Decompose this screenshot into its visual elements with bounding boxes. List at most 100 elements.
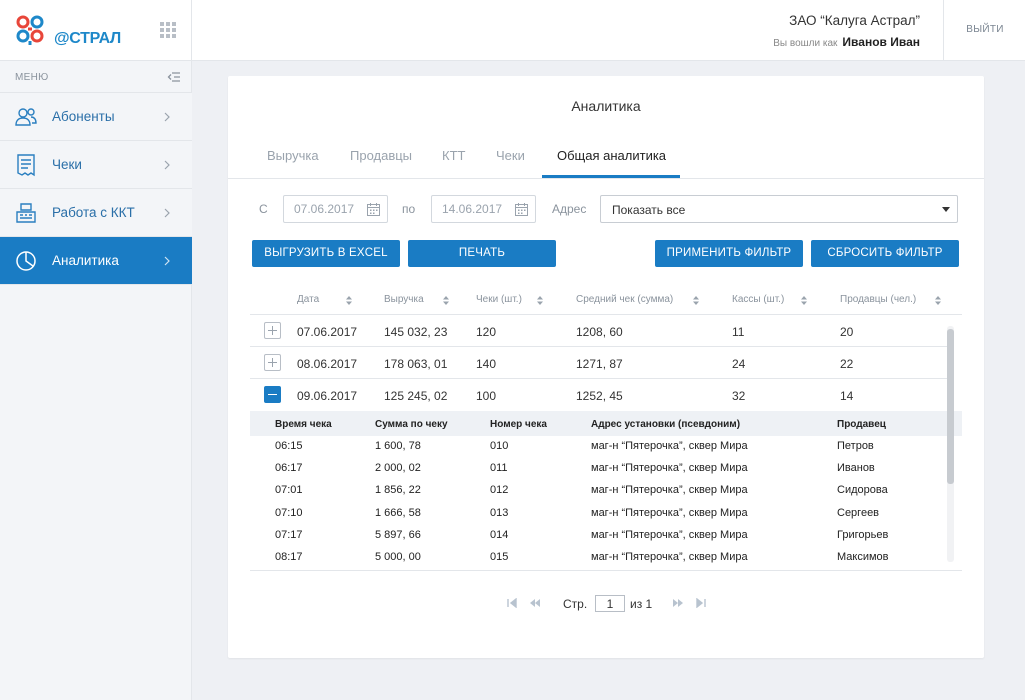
sub-cell-sum: 1 856, 22: [375, 484, 421, 496]
cell-kkt: 11: [732, 325, 745, 339]
sidebar-item-subscribers[interactable]: Абоненты: [0, 93, 192, 141]
tab-checks[interactable]: Чеки: [496, 148, 525, 163]
logged-in-info: Вы вошли как Иванов Иван: [773, 35, 920, 49]
reset-filter-button[interactable]: СБРОСИТЬ ФИЛЬТР: [811, 240, 959, 267]
page-number-input[interactable]: [595, 595, 625, 612]
apply-filter-button[interactable]: ПРИМЕНИТЬ ФИЛЬТР: [655, 240, 803, 267]
caret-down-icon: [942, 207, 950, 212]
sub-cell-sum: 2 000, 02: [375, 462, 421, 474]
menu-label: МЕНЮ: [15, 72, 49, 83]
sub-cell-seller: Сидорова: [837, 484, 888, 496]
sidebar-item-label: Чеки: [52, 157, 82, 172]
sort-icon[interactable]: [801, 296, 807, 305]
sub-column-number: Номер чека: [490, 419, 547, 430]
cell-revenue: 125 245, 02: [384, 389, 448, 403]
tab-ktt[interactable]: КТТ: [442, 148, 466, 163]
sidebar-item-kkt[interactable]: Работа с ККТ: [0, 189, 192, 237]
date-to-input[interactable]: [442, 202, 517, 216]
cell-avg-check: 1252, 45: [576, 389, 623, 403]
sub-cell-time: 06:17: [275, 462, 303, 474]
column-header-checks[interactable]: Чеки (шт.): [476, 294, 522, 305]
expand-plus-icon[interactable]: [264, 354, 281, 371]
sort-icon[interactable]: [693, 296, 699, 305]
chevron-right-icon: [164, 112, 170, 122]
sub-table-row: 06:15 1 600, 78 010 маг-н “Пятерочка”, с…: [250, 436, 952, 458]
prev-page-icon[interactable]: [529, 598, 541, 608]
column-header-date[interactable]: Дата: [297, 294, 320, 305]
user-name: Иванов Иван: [842, 35, 920, 49]
cell-sellers: 22: [840, 357, 854, 371]
chevron-right-icon: [164, 256, 170, 266]
table-scrollbar-thumb[interactable]: [947, 329, 954, 484]
column-header-sellers[interactable]: Продавцы (чел.): [840, 294, 917, 305]
cell-avg-check: 1271, 87: [576, 357, 623, 371]
next-page-icon[interactable]: [672, 598, 684, 608]
sub-table-row: 07:17 5 897, 66 014 маг-н “Пятерочка”, с…: [250, 525, 952, 547]
analytics-card: Аналитика Выручка Продавцы КТТ Чеки Обща…: [228, 76, 984, 658]
sub-table-header: Время чека Сумма по чеку Номер чека Адре…: [250, 411, 962, 436]
cell-sellers: 20: [840, 325, 854, 339]
apps-grid-icon[interactable]: [160, 22, 176, 38]
receipt-icon: [17, 154, 35, 177]
calendar-icon[interactable]: [366, 202, 381, 217]
sub-cell-sum: 5 897, 66: [375, 529, 421, 541]
chevron-right-icon: [164, 208, 170, 218]
cash-register-icon: [16, 203, 36, 223]
sidebar-item-analytics[interactable]: Аналитика: [0, 237, 192, 285]
last-page-icon[interactable]: [695, 598, 707, 608]
organization-name: ЗАО “Калуга Астрал”: [789, 13, 920, 28]
page-title: Аналитика: [571, 98, 641, 114]
sub-cell-seller: Петров: [837, 440, 874, 452]
header-divider: [191, 0, 192, 61]
export-excel-button[interactable]: ВЫГРУЗИТЬ В EXCEL: [252, 240, 400, 267]
date-from-label: С: [259, 202, 268, 216]
date-to-field[interactable]: [431, 195, 536, 223]
astral-logo-icon[interactable]: [14, 14, 124, 48]
sub-table-row: 07:01 1 856, 22 012 маг-н “Пятерочка”, с…: [250, 480, 952, 502]
column-header-avg-check[interactable]: Средний чек (сумма): [576, 294, 674, 305]
logged-in-label: Вы вошли как: [773, 38, 838, 49]
table-row[interactable]: 08.06.2017 178 063, 01 140 1271, 87 24 2…: [250, 347, 952, 379]
sort-icon[interactable]: [346, 296, 352, 305]
tab-sellers[interactable]: Продавцы: [350, 148, 413, 163]
sidebar-item-receipts[interactable]: Чеки: [0, 141, 192, 189]
sub-column-sum: Сумма по чеку: [375, 419, 448, 430]
expand-plus-icon[interactable]: [264, 322, 281, 339]
sort-icon[interactable]: [537, 296, 543, 305]
logout-button[interactable]: ВЫЙТИ: [966, 24, 1004, 35]
date-from-input[interactable]: [294, 202, 369, 216]
sub-cell-number: 015: [490, 551, 509, 563]
sidebar-item-label: Абоненты: [52, 109, 115, 124]
cell-kkt: 32: [732, 389, 746, 403]
cell-date: 08.06.2017: [297, 357, 358, 371]
collapse-menu-icon[interactable]: [167, 71, 181, 83]
sort-icon[interactable]: [443, 296, 449, 305]
chevron-right-icon: [164, 160, 170, 170]
sub-cell-number: 013: [490, 507, 509, 519]
table-row[interactable]: 07.06.2017 145 032, 23 120 1208, 60 11 2…: [250, 315, 952, 347]
sub-cell-address: маг-н “Пятерочка”, сквер Мира: [591, 507, 748, 519]
sidebar: МЕНЮ Абоненты Чеки: [0, 61, 192, 700]
first-page-icon[interactable]: [506, 598, 518, 608]
tab-general-analytics[interactable]: Общая аналитика: [557, 148, 667, 163]
print-button[interactable]: ПЕЧАТЬ: [408, 240, 556, 267]
cell-checks: 120: [476, 325, 497, 339]
cell-date: 09.06.2017: [297, 389, 358, 403]
cell-sellers: 14: [840, 389, 854, 403]
sort-icon[interactable]: [935, 296, 941, 305]
column-header-kkt[interactable]: Кассы (шт.): [732, 294, 785, 305]
date-to-label: по: [402, 202, 416, 216]
table-bottom-border: [250, 570, 962, 571]
table-row-expanded[interactable]: 09.06.2017 125 245, 02 100 1252, 45 32 1…: [250, 379, 952, 411]
tab-revenue[interactable]: Выручка: [267, 148, 319, 163]
cell-checks: 140: [476, 357, 497, 371]
collapse-minus-icon[interactable]: [264, 386, 281, 403]
date-from-field[interactable]: [283, 195, 388, 223]
top-header: @СТРАЛ ЗАО “Калуга Астрал” Вы вошли как И…: [0, 0, 1025, 61]
column-header-revenue[interactable]: Выручка: [384, 294, 424, 305]
calendar-icon[interactable]: [514, 202, 529, 217]
sub-cell-time: 06:15: [275, 440, 303, 452]
sidebar-item-label: Работа с ККТ: [52, 205, 135, 220]
address-select[interactable]: Показать все: [600, 195, 958, 223]
menu-divider: [0, 92, 192, 93]
